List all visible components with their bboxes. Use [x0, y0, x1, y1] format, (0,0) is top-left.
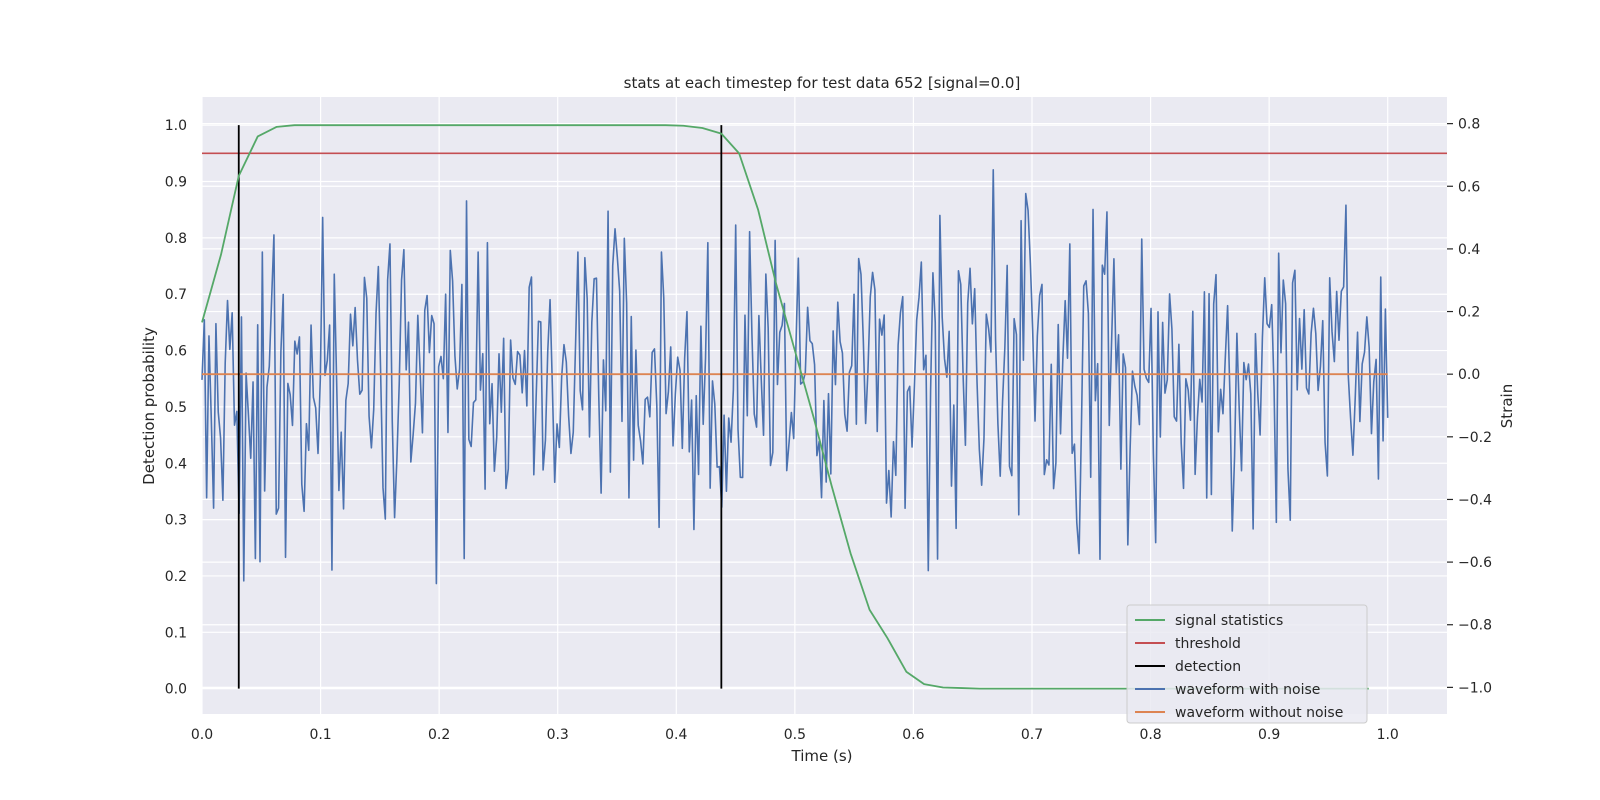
x-tick-label: 0.7: [1021, 727, 1043, 743]
y-left-tick-label: 0.0: [165, 682, 187, 698]
y-right-tick-label: 0.6: [1458, 179, 1480, 195]
y-left-tick-label: 0.4: [165, 456, 187, 472]
x-tick-label: 0.8: [1139, 727, 1161, 743]
y-right-tick-label: 0.0: [1458, 367, 1480, 383]
y-left-tick-label: 0.9: [165, 175, 187, 191]
x-tick-label: 0.1: [309, 727, 331, 743]
legend-label: threshold: [1175, 636, 1241, 652]
legend-box: [1126, 604, 1368, 724]
y-axis-right-label: Strain: [1498, 384, 1516, 428]
legend-label: detection: [1175, 659, 1241, 675]
x-axis-label: Time (s): [791, 747, 853, 765]
series-waveform-with-noise: [201, 168, 1389, 585]
y-left-tick-label: 0.8: [165, 231, 187, 247]
y-right-tick-label: 0.2: [1458, 305, 1480, 321]
y-left-tick-label: 1.0: [165, 118, 187, 134]
y-left-tick-label: 0.3: [165, 513, 187, 529]
x-tick-label: 0.6: [902, 727, 924, 743]
legend-label: waveform with noise: [1175, 682, 1320, 698]
x-tick-label: 0.2: [428, 727, 450, 743]
y-right-tick-label: −0.2: [1458, 430, 1492, 446]
y-axis-left-label: Detection probability: [140, 327, 158, 485]
x-tick-label: 0.0: [191, 727, 213, 743]
x-tick-label: 1.0: [1377, 727, 1399, 743]
y-right-tick-label: 0.4: [1458, 242, 1480, 258]
y-right-tick-label: −0.6: [1458, 555, 1492, 571]
x-tick-label: 0.5: [784, 727, 806, 743]
y-left-tick-label: 0.1: [165, 625, 187, 641]
x-tick-label: 0.9: [1258, 727, 1280, 743]
legend-label: signal statistics: [1175, 613, 1283, 629]
y-right-tick-label: −1.0: [1458, 680, 1492, 696]
axes-layer: 0.0 0.1 0.2 0.3 0.4 0.5 0.6 0.7 0.8 0.9 1.0 0.0 0.1 0…: [165, 117, 1492, 743]
y-right-tick-label: 0.8: [1458, 117, 1480, 133]
y-left-tick-label: 0.2: [165, 569, 187, 585]
y-left-tick-label: 0.7: [165, 287, 187, 303]
y-right-tick-label: −0.8: [1458, 618, 1492, 634]
legend: signal statistics threshold detection wavef…: [1126, 604, 1368, 724]
y-right-tick-label: −0.4: [1458, 492, 1492, 508]
chart-title: stats at each timestep for test data 652…: [624, 74, 1021, 92]
y-left-tick-label: 0.5: [165, 400, 187, 416]
legend-label: waveform without noise: [1175, 705, 1343, 721]
y-left-tick-label: 0.6: [165, 344, 187, 360]
x-tick-label: 0.4: [665, 727, 687, 743]
x-tick-label: 0.3: [547, 727, 569, 743]
